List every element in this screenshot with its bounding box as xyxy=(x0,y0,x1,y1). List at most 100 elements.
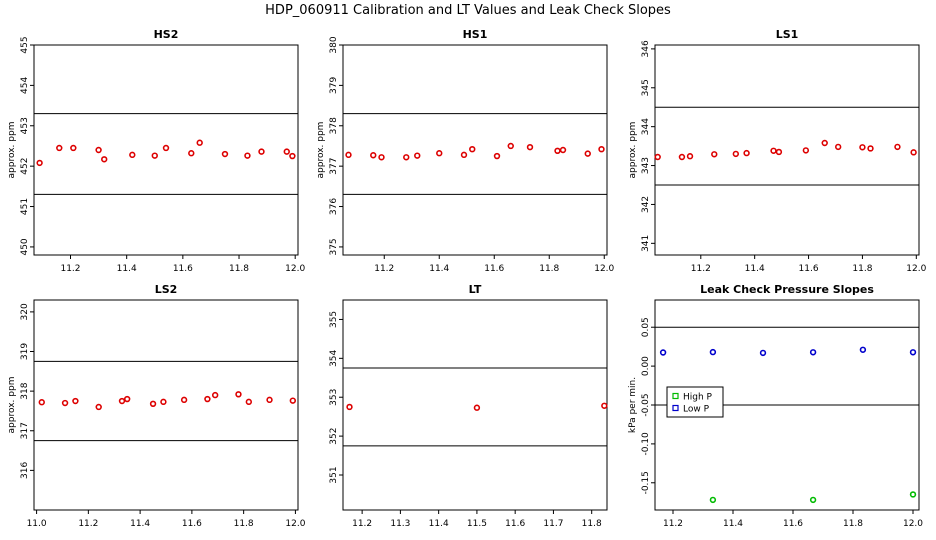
x-tick-label: 11.8 xyxy=(582,519,602,529)
data-point xyxy=(370,152,377,159)
plot-frame xyxy=(342,44,608,256)
data-point xyxy=(559,146,567,154)
x-tick-label: 11.6 xyxy=(173,264,193,274)
data-point xyxy=(867,145,874,152)
data-point xyxy=(180,396,188,404)
data-point xyxy=(118,397,126,405)
plot-frame xyxy=(654,44,920,256)
data-point xyxy=(507,142,514,150)
panel-title: LS1 xyxy=(776,28,799,41)
x-tick-label: 11.7 xyxy=(543,519,563,529)
y-tick-label: 377 xyxy=(329,158,339,175)
data-point-high-p xyxy=(909,491,917,498)
data-point xyxy=(258,148,265,155)
x-tick-label: 11.0 xyxy=(27,519,47,529)
x-tick-label: 11.2 xyxy=(374,264,394,274)
data-point xyxy=(204,395,211,403)
panel-title: HS1 xyxy=(463,28,488,41)
data-point xyxy=(289,152,296,160)
y-tick-label: 317 xyxy=(20,422,30,439)
data-point xyxy=(38,399,45,406)
y-tick-label: 345 xyxy=(641,79,651,96)
data-point xyxy=(732,150,740,158)
y-tick-label: 351 xyxy=(329,466,339,483)
y-tick-label: 375 xyxy=(329,238,339,255)
y-tick-label: 352 xyxy=(329,428,339,445)
data-point xyxy=(95,146,102,154)
y-axis-label: kPa per min. xyxy=(628,377,638,433)
data-point xyxy=(460,151,468,159)
data-point xyxy=(221,150,229,158)
data-point xyxy=(188,150,195,157)
x-tick-label: 11.6 xyxy=(799,264,819,274)
data-point xyxy=(554,147,561,155)
legend-swatch xyxy=(672,404,679,412)
y-tick-label: 379 xyxy=(329,77,339,94)
data-point xyxy=(678,153,686,161)
data-point xyxy=(70,144,77,152)
data-point xyxy=(61,399,69,407)
y-tick-label: -0.05 xyxy=(641,393,651,416)
data-point xyxy=(162,144,170,152)
x-tick-label: 11.8 xyxy=(539,264,559,274)
data-point-low-p xyxy=(859,346,867,353)
y-axis-label: approx. ppm xyxy=(7,377,17,434)
plot-frame xyxy=(33,299,299,511)
x-tick-label: 11.4 xyxy=(429,519,449,529)
x-tick-label: 11.3 xyxy=(390,519,410,529)
data-point xyxy=(101,156,108,163)
x-tick-label: 11.4 xyxy=(117,264,137,274)
legend-label: Low P xyxy=(683,405,710,415)
data-point xyxy=(378,154,385,161)
data-point xyxy=(654,153,661,161)
y-tick-label: 353 xyxy=(329,389,339,406)
x-tick-label: 12.0 xyxy=(285,519,305,529)
x-tick-label: 11.2 xyxy=(691,264,711,274)
legend: High P Low P xyxy=(666,386,724,418)
x-tick-label: 11.5 xyxy=(467,519,487,529)
y-tick-label: -0.15 xyxy=(641,471,651,494)
data-point xyxy=(526,143,534,151)
legend-label: High P xyxy=(683,393,713,403)
y-tick-label: 378 xyxy=(329,117,339,134)
y-axis-label: approx. ppm xyxy=(628,122,638,179)
y-tick-label: 346 xyxy=(641,40,651,57)
figure-title: HDP_060911 Calibration and LT Values and… xyxy=(265,3,671,18)
legend-swatch xyxy=(672,392,679,400)
data-point xyxy=(775,148,783,156)
data-point xyxy=(859,144,866,151)
data-point xyxy=(235,391,242,398)
y-tick-label: 452 xyxy=(20,158,30,175)
data-point xyxy=(149,400,157,408)
data-point-low-p xyxy=(759,349,767,357)
x-tick-label: 11.6 xyxy=(484,264,504,274)
data-point xyxy=(95,403,102,411)
panel-3: LS1 approx. ppm 341 342 343 344 345 346 11.2 11.4… xyxy=(628,28,927,274)
y-tick-label: 380 xyxy=(329,36,339,53)
y-tick-label: 355 xyxy=(329,311,339,328)
y-tick-label: 343 xyxy=(641,157,651,174)
x-tick-label: 11.4 xyxy=(723,519,743,529)
x-tick-label: 11.4 xyxy=(745,264,765,274)
x-tick-label: 11.8 xyxy=(843,519,863,529)
x-tick-label: 11.8 xyxy=(229,264,249,274)
legend-box xyxy=(666,386,724,418)
data-point xyxy=(36,159,43,167)
data-point xyxy=(834,143,842,151)
x-tick-label: 11.6 xyxy=(182,519,202,529)
chart-panels: HS2 approx. ppm 450 451 452 453 454 455 11.2 11.4… xyxy=(7,28,927,529)
x-tick-label: 11.2 xyxy=(78,519,98,529)
data-point xyxy=(910,149,917,156)
y-tick-label: 341 xyxy=(641,235,651,252)
y-tick-label: 0.00 xyxy=(641,356,651,376)
panel-title: HS2 xyxy=(154,28,179,41)
x-tick-label: 12.0 xyxy=(906,264,926,274)
plot-frame xyxy=(33,44,299,256)
data-point xyxy=(283,148,290,155)
data-point-low-p xyxy=(809,349,817,356)
data-point xyxy=(601,402,608,409)
data-point xyxy=(584,150,591,157)
y-tick-label: 454 xyxy=(20,77,30,94)
